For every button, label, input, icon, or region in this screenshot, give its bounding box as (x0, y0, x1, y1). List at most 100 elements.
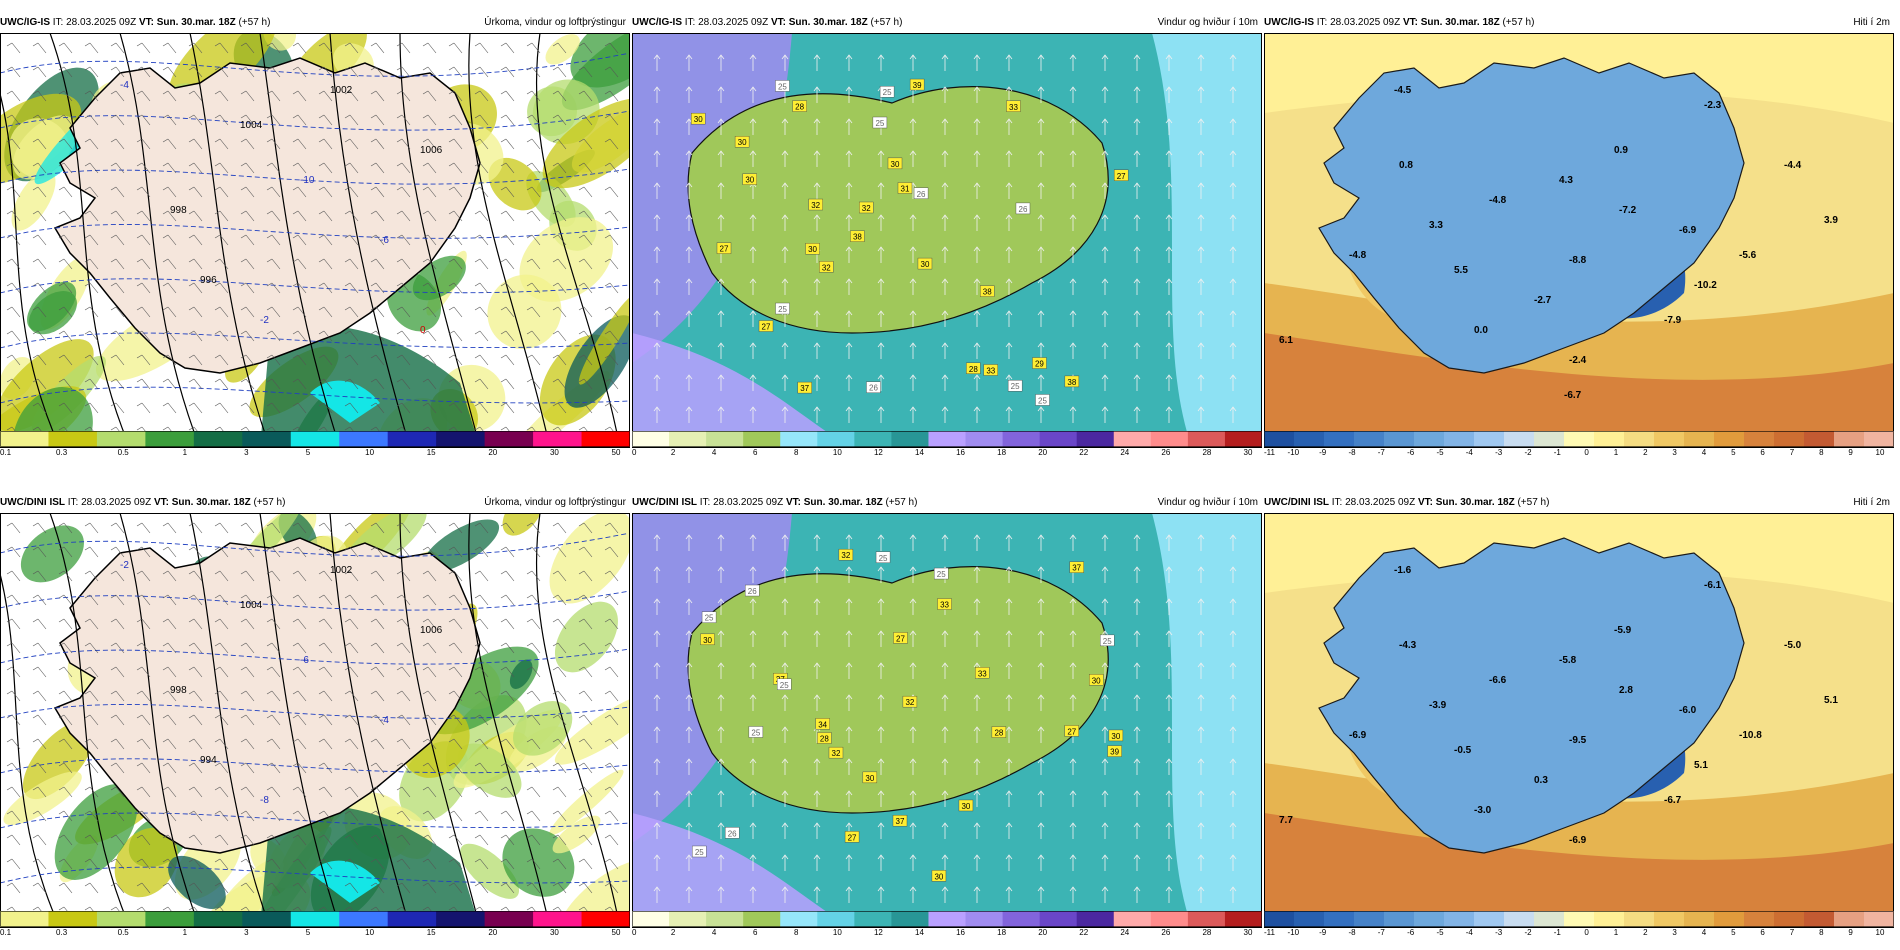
colorbar-segment (706, 431, 744, 447)
colorbar-segment (484, 911, 534, 927)
it-label: IT: (67, 497, 79, 508)
lead-time: (+57 h) (1502, 17, 1535, 28)
colorbar-tick: 6 (752, 448, 758, 457)
panel-title: Hiti í 2m (1853, 497, 1890, 508)
gust-label: 38 (853, 233, 862, 242)
colorbar-tick: 0.3 (56, 928, 68, 937)
gust-label: 28 (820, 735, 829, 744)
colorbar-tick: 10 (365, 928, 375, 937)
gust-label: 27 (896, 634, 905, 643)
colorbar-segment (928, 911, 967, 927)
colorbar-segment (854, 431, 892, 447)
colorbar-tick: -8 (1348, 448, 1356, 457)
colorbar-segment (1384, 911, 1415, 927)
colorbar-segment (1187, 911, 1226, 927)
colorbar-tick: -1 (1553, 928, 1561, 937)
temperature-label: 5.1 (1694, 760, 1708, 771)
colorbar-segment (743, 911, 781, 927)
colorbar-segment (854, 911, 892, 927)
colorbar-tick: 18 (997, 448, 1007, 457)
colorbar-tick: 9 (1848, 448, 1853, 457)
temperature-label: -6.7 (1664, 795, 1682, 806)
colorbar-segment (145, 431, 195, 447)
colorbar-tick: 24 (1120, 448, 1130, 457)
colorbar-tick: 5 (1731, 448, 1736, 457)
gust-label: 25 (751, 728, 760, 737)
colorbar-segment (1504, 911, 1535, 927)
valid-time: Sun. 30.mar. 18Z (803, 497, 883, 508)
colorbar-segment (1294, 431, 1325, 447)
gust-box (775, 302, 790, 315)
temperature-label: 6.1 (1279, 335, 1293, 346)
colorbar-segment (706, 911, 744, 927)
gust-box (983, 364, 998, 376)
gust-box (893, 632, 908, 644)
colorbar-segment (1324, 911, 1355, 927)
isoline-label: 1006 (420, 145, 443, 156)
isoline-label: 998 (170, 685, 187, 696)
gust-box (1100, 634, 1115, 647)
colorbar-tick: 50 (611, 928, 621, 937)
colorbar-tick: 8 (794, 448, 799, 457)
gust-box (1107, 745, 1122, 757)
gust-label: 25 (778, 82, 787, 91)
colorbar-tick: 0.1 (0, 928, 12, 937)
it-label: IT: (1316, 17, 1328, 28)
init-time: 28.03.2025 09Z (1330, 17, 1401, 28)
colorbar-tick: -7 (1377, 448, 1385, 457)
lead-time: (+57 h) (1517, 497, 1550, 508)
colorbar-segment (891, 431, 929, 447)
gust-box (1069, 561, 1084, 573)
colorbar-tick: 22 (1079, 928, 1089, 937)
gust-box (838, 548, 854, 561)
it-label: IT: (684, 17, 696, 28)
gust-label: 28 (994, 729, 1003, 738)
gust-label: 25 (705, 614, 714, 623)
colorbar-segment (965, 431, 1004, 447)
colorbar-segment (1150, 431, 1189, 447)
colorbar-segment (193, 431, 243, 447)
init-time: 28.03.2025 09Z (698, 17, 769, 28)
temperature-label: -6.9 (1569, 835, 1587, 846)
coastline (53, 57, 481, 374)
colorbar-segment (1076, 911, 1115, 927)
gust-box (815, 718, 830, 730)
colorbar-tick: -11 (1264, 448, 1275, 457)
gust-label: 30 (808, 245, 817, 254)
colorbar-tick: 14 (915, 448, 924, 457)
colorbar-segment (242, 431, 292, 447)
gust-label: 30 (934, 872, 943, 881)
colorbar-segment (669, 431, 707, 447)
colorbar-segment (242, 911, 292, 927)
colorbar-segment (1002, 431, 1041, 447)
temperature-label: -7.2 (1619, 205, 1637, 216)
colorbar-tick: 16 (956, 448, 965, 457)
temperature-label: 2.8 (1619, 685, 1633, 696)
gust-box (734, 136, 750, 148)
colorbar-segment (743, 431, 781, 447)
colorbar-tick: 0 (632, 928, 637, 937)
gust-label: 38 (983, 288, 992, 297)
colorbar-tick: 7 (1789, 448, 1795, 457)
colorbar-tick: -7 (1377, 928, 1385, 937)
colorbar-ticks: -11 -10 -9 -8 -7 -6 -5 -4 -3 -2 -1 0 1 2 3 4 5 6 7 8 9 10 (1264, 928, 1894, 940)
gust-label: 38 (1067, 378, 1076, 387)
gust-box (902, 695, 918, 708)
colorbar-tick: 20 (488, 928, 498, 937)
colorbar-segment (290, 911, 340, 927)
colorbar-segment (1354, 431, 1385, 447)
colorbar-segment (1113, 911, 1152, 927)
gust-box (1088, 674, 1104, 686)
isoline-label: 1006 (420, 625, 443, 636)
gust-box (716, 242, 732, 254)
colorbar-tick: -4 (1465, 928, 1473, 937)
colorbar-segment (1264, 911, 1295, 927)
colorbar-tick: 20 (1038, 928, 1048, 937)
gust-label: 27 (848, 833, 857, 842)
colorbar-tick: 4 (1701, 448, 1707, 457)
gust-label: 32 (841, 551, 850, 560)
precip-map: 1002 1004 1006 998 994 -6 -4 -2 -8 (0, 513, 630, 928)
colorbar-segment (581, 911, 630, 927)
colorbar-tick: -10 (1287, 928, 1300, 937)
gust-label: 25 (1038, 396, 1047, 405)
